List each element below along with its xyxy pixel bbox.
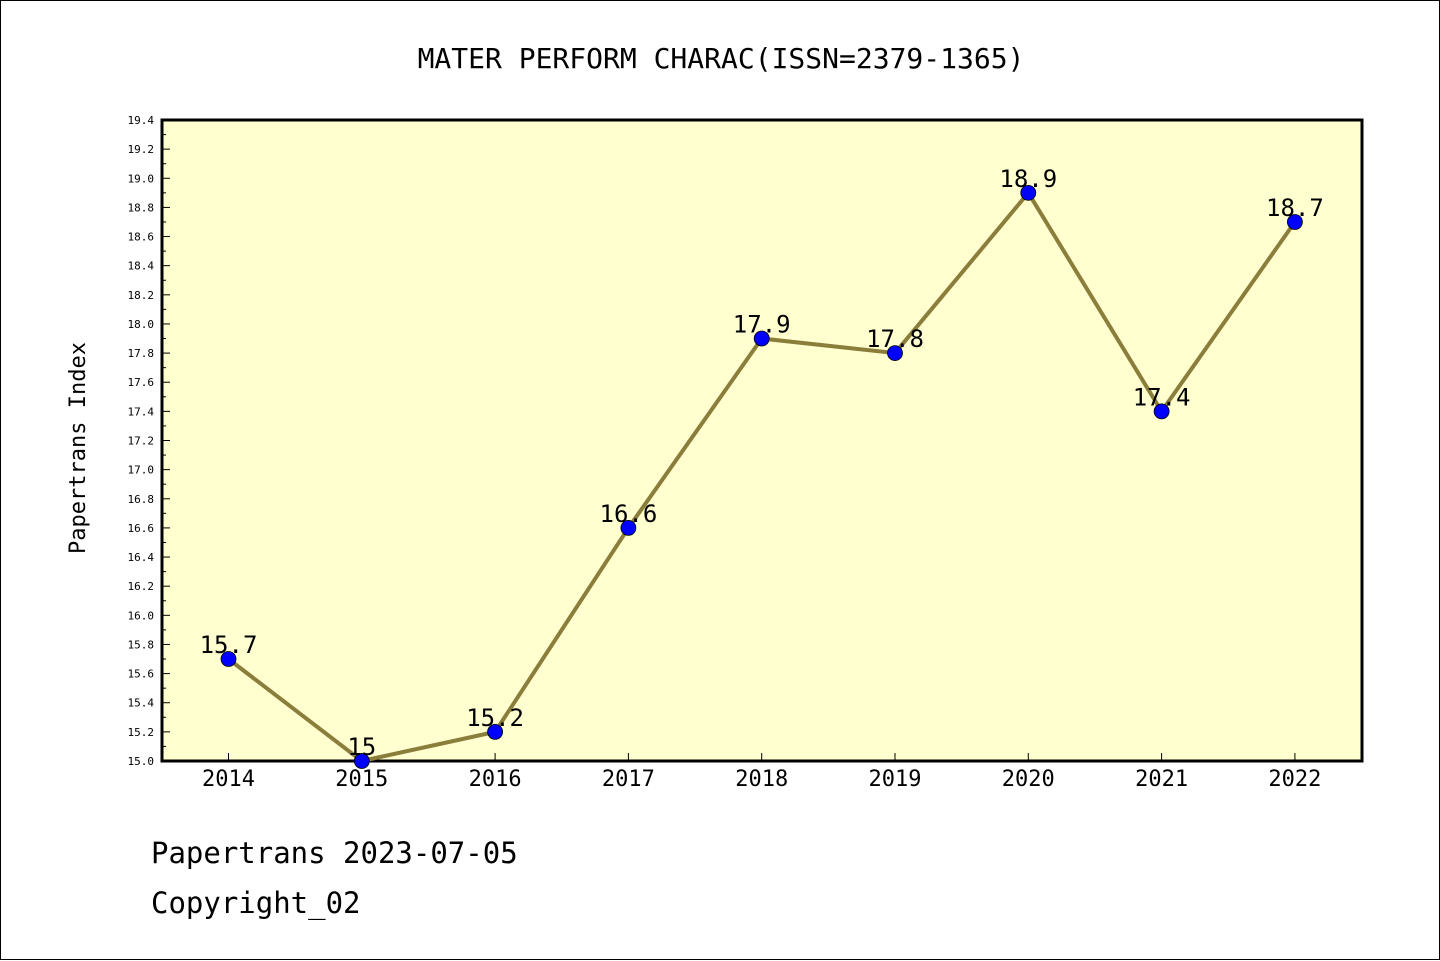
data-label: 15.7 (200, 631, 258, 659)
data-label: 15 (347, 733, 376, 761)
x-tick-label: 2019 (869, 767, 922, 792)
chart-title: MATER PERFORM CHARAC(ISSN=2379-1365) (418, 42, 1025, 75)
x-tick-label: 2017 (602, 767, 655, 792)
data-point (753, 330, 770, 347)
x-tick-label: 2020 (1002, 767, 1055, 792)
data-labels: 15.7 15 15.2 16.6 17.9 17.8 18.9 17.4 18.7 (200, 165, 1324, 761)
y-tick-label: 16.0 (128, 609, 155, 622)
y-tick-label: 19.4 (128, 114, 155, 127)
data-point (1020, 184, 1037, 201)
series-group (220, 184, 1303, 769)
y-tick-label: 16.6 (128, 522, 155, 535)
y-tick-label: 17.2 (128, 435, 155, 448)
x-tick-label: 2022 (1268, 767, 1321, 792)
footer-copyright: Copyright_02 (151, 886, 361, 920)
y-tick-label: 18.4 (128, 260, 155, 273)
y-tick-label: 15.2 (128, 726, 155, 739)
y-tick-label: 16.8 (128, 493, 155, 506)
data-label: 17.4 (1133, 383, 1191, 411)
data-label: 18.9 (999, 165, 1057, 193)
y-tick-label: 17.0 (128, 464, 155, 477)
x-tick-label: 2018 (735, 767, 788, 792)
y-tick-label: 19.2 (128, 143, 155, 156)
y-tick-label: 18.8 (128, 201, 155, 214)
y-tick-label: 18.0 (128, 318, 155, 331)
data-label: 17.8 (866, 325, 924, 353)
y-axis-label: Papertrans Index (66, 342, 91, 554)
y-tick-label: 18.2 (128, 289, 155, 302)
data-point (1153, 403, 1170, 420)
y-tick-label: 17.6 (128, 376, 155, 389)
y-tick-label: 15.4 (128, 697, 155, 710)
y-tick-label: 15.6 (128, 668, 155, 681)
y-tick-label: 17.8 (128, 347, 155, 360)
y-tick-label: 15.0 (128, 755, 155, 768)
y-tick-label: 16.4 (128, 551, 155, 564)
y-tick-label: 16.2 (128, 580, 155, 593)
data-point (1287, 214, 1303, 230)
x-axis-ticks: 2014 2015 2016 2017 2018 2019 2020 2021 2022 (202, 753, 1321, 792)
plot-area (160, 118, 1364, 763)
y-tick-label: 18.6 (128, 231, 155, 244)
y-tick-label: 15.8 (128, 638, 155, 651)
data-label: 15.2 (466, 704, 524, 732)
data-point (620, 520, 637, 536)
y-axis-ticks: 15.0 15.2 15.4 15.6 15.8 16.0 16.2 16.4 16.6 16.8… (128, 114, 170, 768)
data-label: 16.6 (600, 500, 658, 528)
data-point (220, 651, 237, 667)
footer-source-date: Papertrans 2023-07-05 (151, 836, 518, 870)
data-point (887, 345, 903, 361)
data-point (487, 723, 504, 740)
x-tick-label: 2016 (469, 767, 522, 792)
data-label: 18.7 (1266, 194, 1324, 222)
y-tick-label: 17.4 (128, 405, 155, 418)
x-tick-label: 2021 (1135, 767, 1188, 792)
x-tick-label: 2014 (202, 767, 255, 792)
data-label: 17.9 (733, 311, 791, 339)
y-tick-label: 19.0 (128, 172, 155, 185)
x-tick-label: 2015 (335, 767, 388, 792)
data-point (353, 753, 370, 769)
